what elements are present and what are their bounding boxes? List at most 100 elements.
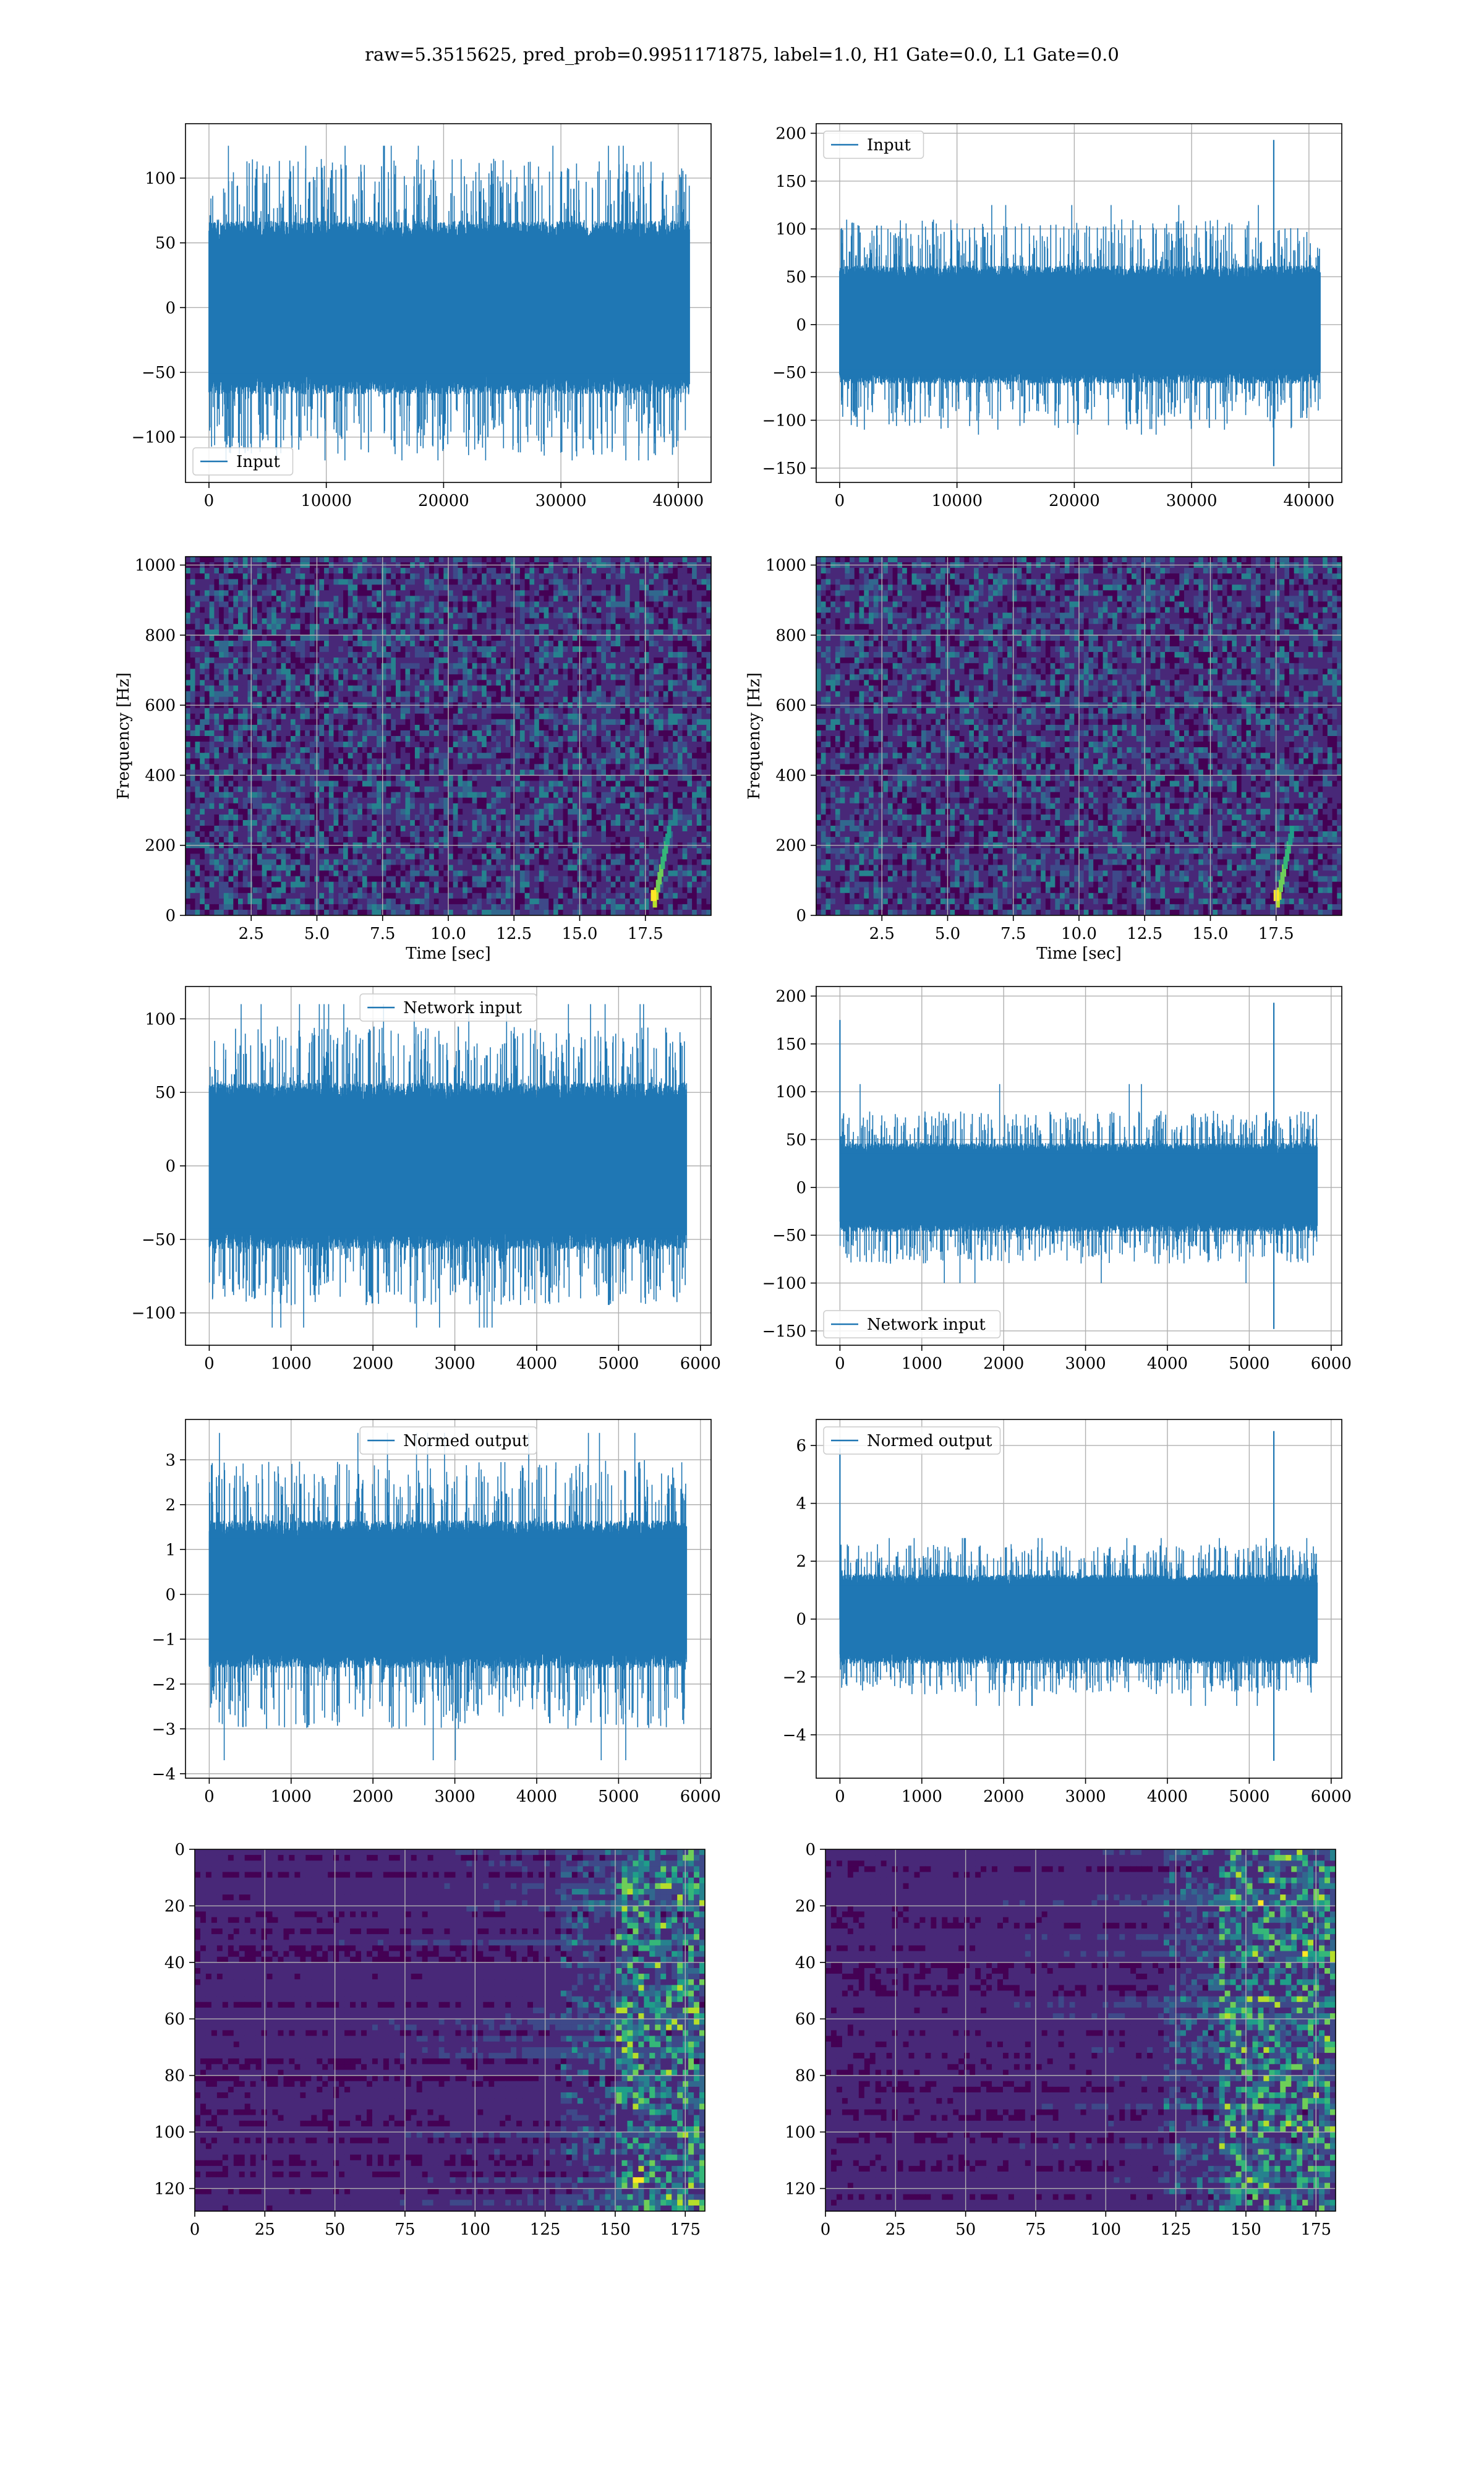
spectrogram-cell [629, 590, 635, 597]
spectrogram-cell [568, 657, 573, 664]
spectrogram-cell [324, 730, 330, 737]
spectrogram-cell [659, 590, 664, 597]
spectrogram-cell [482, 623, 487, 630]
spectrogram-cell [524, 623, 530, 630]
spectrogram-cell [496, 623, 501, 630]
spectrogram-cell [673, 753, 678, 759]
spectrogram-cell [677, 786, 683, 793]
spectrogram-cell [682, 736, 688, 742]
spectrogram-cell [319, 573, 325, 580]
spectrogram-cell [706, 607, 711, 614]
spectrogram-cell [453, 568, 458, 574]
spectrogram-cell [338, 696, 344, 703]
spectrogram-cell [443, 674, 449, 680]
spectrogram-cell [377, 742, 382, 748]
spectrogram-cell [405, 612, 411, 619]
spectrogram-cell [625, 573, 631, 580]
spectrogram-cell [414, 753, 420, 759]
spectrogram-cell [247, 607, 253, 614]
spectrogram-cell [309, 601, 315, 608]
spectrogram-cell [625, 792, 631, 798]
spectrogram-cell [343, 590, 349, 597]
spectrogram-cell [453, 579, 458, 585]
h1-spectrogram-plot-area [186, 557, 711, 915]
spectrogram-cell [328, 696, 335, 703]
spectrogram-cell [338, 680, 344, 687]
spectrogram-cell [591, 696, 597, 703]
spectrogram-cell [601, 724, 607, 731]
spectrogram-cell [548, 764, 554, 770]
spectrogram-cell [453, 764, 458, 770]
spectrogram-cell [429, 797, 435, 804]
spectrogram-cell [696, 590, 702, 597]
spectrogram-cell [519, 623, 526, 630]
spectrogram-cell [601, 568, 607, 574]
spectrogram-cell [305, 769, 310, 776]
spectrogram-cell [610, 596, 616, 602]
spectrogram-cell [682, 607, 688, 614]
spectrogram-cell [639, 753, 645, 759]
spectrogram-cell [482, 557, 487, 563]
spectrogram-cell [477, 607, 482, 614]
spectrogram-cell [204, 730, 210, 737]
spectrogram-cell [286, 657, 291, 664]
spectrogram-cell [568, 557, 573, 563]
spectrogram-cell [252, 601, 258, 608]
spectrogram-cell [267, 769, 272, 776]
spectrogram-cell [352, 669, 358, 675]
spectrogram-cell [654, 730, 659, 737]
spectrogram-cell [305, 747, 310, 753]
spectrogram-cell [238, 803, 244, 810]
spectrogram-cell [338, 747, 344, 753]
spectrogram-cell [682, 708, 688, 714]
spectrogram-cell [424, 708, 430, 714]
spectrogram-cell [281, 635, 286, 641]
spectrogram-cell [472, 646, 477, 653]
spectrogram-cell [467, 764, 473, 770]
spectrogram-cell [606, 736, 612, 742]
spectrogram-cell [654, 590, 659, 597]
spectrogram-cell [281, 753, 286, 759]
spectrogram-cell [706, 747, 711, 753]
spectrogram-cell [305, 629, 310, 636]
spectrogram-cell [419, 663, 425, 669]
spectrogram-cell [400, 713, 406, 720]
spectrogram-cell [343, 663, 349, 669]
spectrogram-cell [391, 657, 396, 664]
spectrogram-cell [634, 775, 640, 782]
spectrogram-cell [548, 557, 554, 563]
spectrogram-cell [458, 584, 463, 591]
spectrogram-cell [333, 596, 339, 602]
spectrogram-cell [673, 708, 678, 714]
spectrogram-cell [242, 607, 248, 614]
spectrogram-cell [348, 781, 353, 787]
spectrogram-cell [448, 680, 454, 687]
spectrogram-cell [534, 797, 540, 804]
spectrogram-cell [519, 797, 526, 804]
spectrogram-cell [238, 792, 244, 798]
spectrogram-cell [405, 786, 411, 793]
spectrogram-cell [472, 708, 477, 714]
spectrogram-cell [505, 596, 511, 602]
spectrogram-cell [204, 685, 210, 692]
spectrogram-cell [372, 742, 377, 748]
spectrogram-cell [673, 724, 678, 731]
spectrogram-cell [348, 607, 353, 614]
spectrogram-cell [424, 781, 430, 787]
spectrogram-cell [352, 579, 358, 585]
spectrogram-cell [352, 713, 358, 720]
spectrogram-cell [544, 685, 549, 692]
spectrogram-cell [701, 669, 707, 675]
spectrogram-cell [443, 579, 449, 585]
spectrogram-cell [438, 719, 444, 726]
spectrogram-cell [515, 696, 521, 703]
spectrogram-cell [391, 753, 396, 759]
spectrogram-cell [505, 601, 511, 608]
spectrogram-cell [309, 590, 315, 597]
spectrogram-cell [238, 646, 244, 653]
spectrogram-cell [659, 573, 664, 580]
spectrogram-cell [396, 640, 401, 647]
spectrogram-cell [328, 674, 335, 680]
spectrogram-cell [505, 584, 511, 591]
spectrogram-cell [214, 557, 220, 563]
